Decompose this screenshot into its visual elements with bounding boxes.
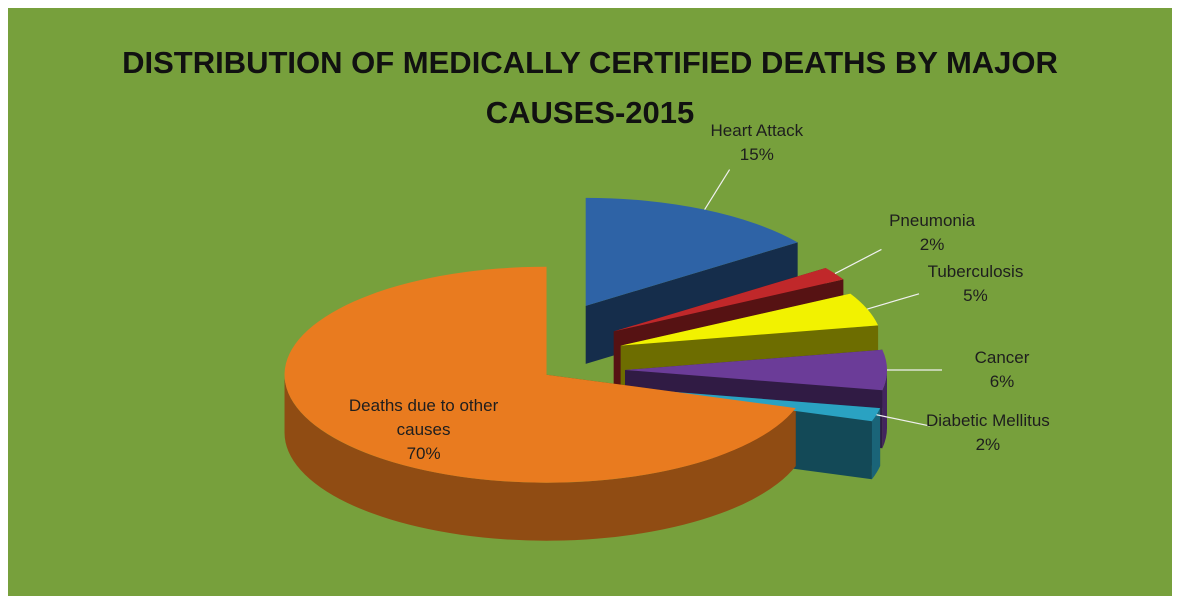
label-value: 70%: [406, 443, 441, 463]
slice-side: [284, 374, 796, 541]
slice-side: [882, 370, 887, 449]
slice: [613, 267, 844, 332]
slice: [585, 197, 798, 306]
data-label: Pneumonia 2%: [889, 209, 975, 257]
leader-line: [867, 293, 920, 310]
label-value: 2%: [975, 435, 1001, 455]
label-category: Heart Attack: [710, 120, 804, 140]
label-category: Deaths due to other causes: [348, 395, 499, 439]
label-category: Cancer: [974, 348, 1030, 367]
chart-frame: DISTRIBUTION OF MEDICALLY CERTIFIED DEAT…: [8, 8, 1172, 596]
slice: [620, 293, 879, 346]
label-value: 5%: [963, 285, 988, 305]
leader-line: [704, 169, 731, 210]
data-label: Diabetic Mellitus 2%: [926, 409, 1050, 457]
data-label: Tuberculosis 5%: [928, 260, 1024, 308]
label-category: Tuberculosis: [927, 261, 1024, 281]
slice: [284, 266, 796, 483]
slice-side: [871, 408, 881, 480]
data-label: Heart Attack 15%: [711, 119, 804, 167]
slice: [625, 349, 888, 391]
label-category: Pneumonia: [889, 211, 976, 231]
data-label: Cancer 6%: [975, 346, 1030, 394]
label-category: Diabetic Mellitus: [926, 411, 1050, 431]
label-value: 2%: [919, 235, 945, 255]
leader-line: [834, 248, 882, 275]
data-label: Deaths due to other causes 70%: [336, 394, 511, 466]
label-value: 15%: [739, 144, 774, 164]
chart-title: DISTRIBUTION OF MEDICALLY CERTIFIED DEAT…: [122, 45, 1058, 130]
leader-line: [876, 414, 930, 427]
label-value: 6%: [989, 372, 1015, 391]
chart: [284, 169, 942, 541]
